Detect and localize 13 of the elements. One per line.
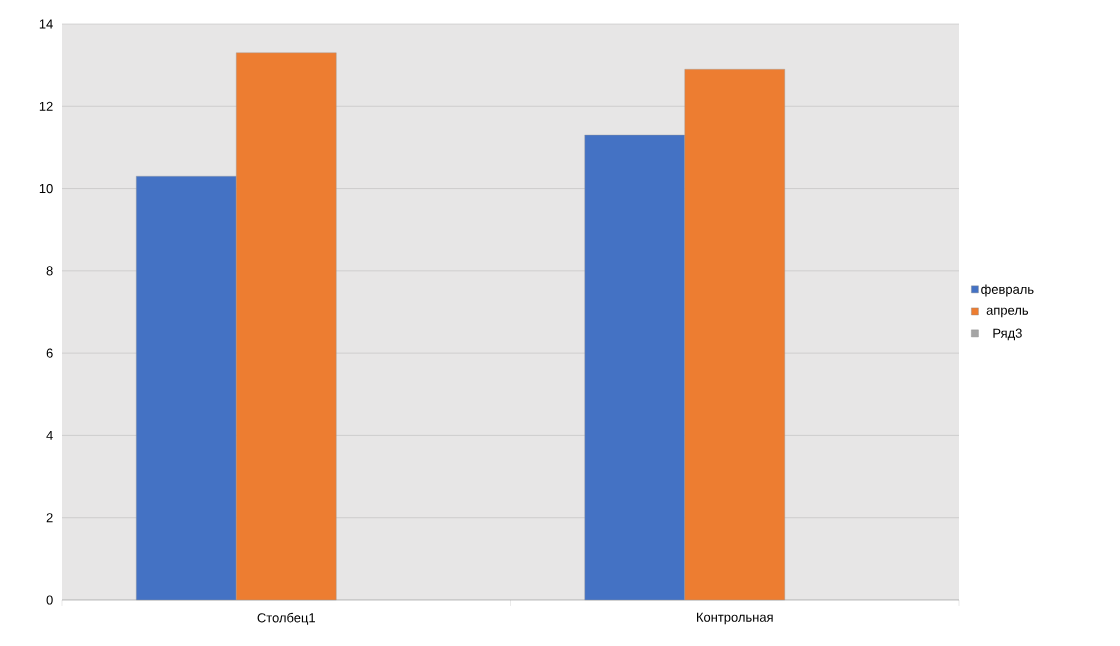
y-tick-label: 12: [39, 101, 53, 111]
x-tick-label: Контрольная: [697, 612, 773, 625]
y-tick-label: 10: [39, 183, 53, 194]
legend-label: Ряд3: [993, 328, 1022, 341]
legend-label: февраль: [981, 284, 1034, 297]
y-tick-label: 14: [39, 19, 53, 29]
legend-label: апрель: [986, 307, 1029, 318]
y-tick-label: 6: [46, 348, 53, 358]
y-tick-label: 4: [46, 430, 53, 440]
y-tick-label: 0: [46, 595, 53, 605]
y-tick-label: 8: [46, 266, 53, 276]
x-tick-label: Столбец1: [257, 612, 315, 625]
y-tick-label: 2: [46, 513, 53, 523]
